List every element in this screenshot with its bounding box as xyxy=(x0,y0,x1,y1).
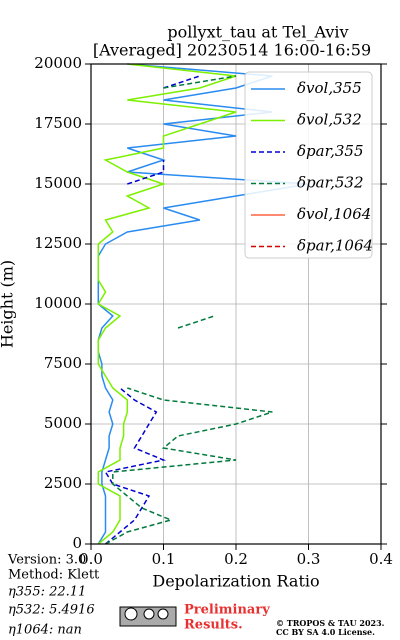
version: Version: 3.0 xyxy=(7,553,86,568)
preliminary: Results. xyxy=(184,618,243,633)
legend-label: δvol,355 xyxy=(297,79,362,97)
y-tick-label: 17500 xyxy=(34,114,82,132)
legend-label: δpar,355 xyxy=(297,142,364,160)
legend-label: δpar,532 xyxy=(297,174,364,192)
x-tick-label: 0.0 xyxy=(79,550,103,568)
copyright: © TROPOS & TAU 2023. xyxy=(276,618,385,628)
x-tick-label: 0.3 xyxy=(297,550,321,568)
legend-label: δvol,532 xyxy=(297,111,362,129)
copyright: CC BY SA 4.0 License. xyxy=(276,627,375,637)
y-tick-label: 12500 xyxy=(34,234,82,252)
x-tick-label: 0.2 xyxy=(224,550,248,568)
chart-subtitle: [Averaged] 20230514 16:00-16:59 xyxy=(93,41,371,60)
eta: η1064: nan xyxy=(8,623,82,638)
legend-label: δvol,1064 xyxy=(297,205,371,223)
profile-line xyxy=(97,63,237,545)
eta: η355: 22.11 xyxy=(8,585,86,600)
y-tick-label: 20000 xyxy=(34,54,82,72)
y-tick-label: 0 xyxy=(72,534,82,552)
x-axis-label: Depolarization Ratio xyxy=(152,572,319,591)
y-tick-label: 10000 xyxy=(34,294,82,312)
x-tick-label: 0.1 xyxy=(152,550,176,568)
eta: η532: 5.4916 xyxy=(8,603,95,618)
y-tick-label: 2500 xyxy=(44,474,82,492)
y-tick-label: 15000 xyxy=(34,174,82,192)
y-tick-label: 7500 xyxy=(44,354,82,372)
chart-title: pollyxt_tau at Tel_Aviv xyxy=(167,23,348,42)
method: Method: Klett xyxy=(8,568,100,583)
x-tick-label: 0.4 xyxy=(369,550,393,568)
preliminary: Preliminary xyxy=(184,603,270,618)
plot-frame xyxy=(90,63,382,545)
legend-box xyxy=(244,71,373,259)
profile-line xyxy=(104,75,201,545)
y-axis-label: Height (m) xyxy=(0,260,17,348)
y-tick-label: 5000 xyxy=(44,414,82,432)
cc-logo xyxy=(119,606,177,627)
legend-label: δpar,1064 xyxy=(297,237,373,255)
profile-line xyxy=(105,75,273,545)
